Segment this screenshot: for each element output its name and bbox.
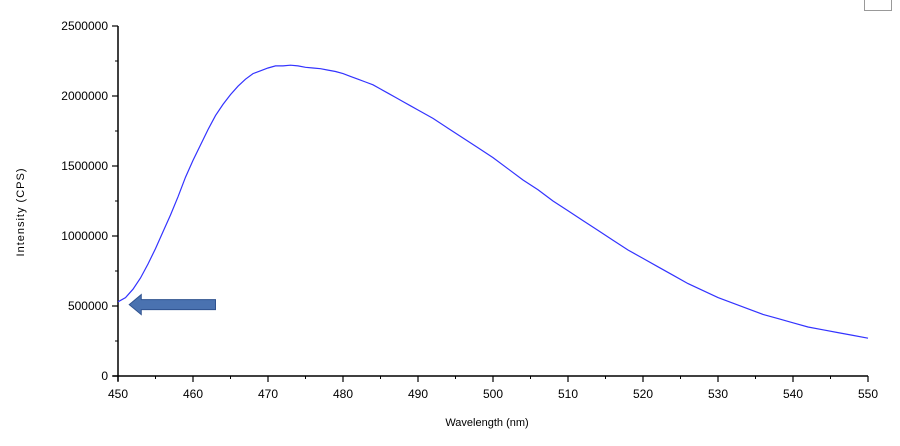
series xyxy=(117,64,869,339)
x-tick-label: 500 xyxy=(483,387,503,401)
x-tick-label: 490 xyxy=(408,387,428,401)
x-tick-label: 550 xyxy=(858,387,878,401)
x-tick-label: 510 xyxy=(558,387,578,401)
x-tick-label: 520 xyxy=(633,387,653,401)
y-tick-label: 1000000 xyxy=(61,229,108,243)
annotations xyxy=(128,293,216,316)
y-tick-label: 2000000 xyxy=(61,89,108,103)
x-tick-label: 540 xyxy=(783,387,803,401)
spectrum-line xyxy=(117,64,869,339)
y-tick-label: 500000 xyxy=(68,299,108,313)
x-axis-title: Wavelength (nm) xyxy=(445,417,528,429)
ticks: 450 460 470 480 490 500 510 520 530 540 550 0 500000… xyxy=(61,19,878,401)
corner-box xyxy=(864,0,892,11)
x-tick-label: 480 xyxy=(333,387,353,401)
y-tick-label: 1500000 xyxy=(61,159,108,173)
y-tick-label: 0 xyxy=(101,369,108,383)
y-axis-title: Intensity (CPS) xyxy=(15,168,27,257)
axes xyxy=(113,26,868,381)
x-tick-label: 450 xyxy=(108,387,128,401)
y-tick-label: 2500000 xyxy=(61,19,108,33)
left-arrow-icon xyxy=(128,293,216,316)
x-tick-label: 470 xyxy=(258,387,278,401)
x-tick-label: 460 xyxy=(183,387,203,401)
x-tick-label: 530 xyxy=(708,387,728,401)
